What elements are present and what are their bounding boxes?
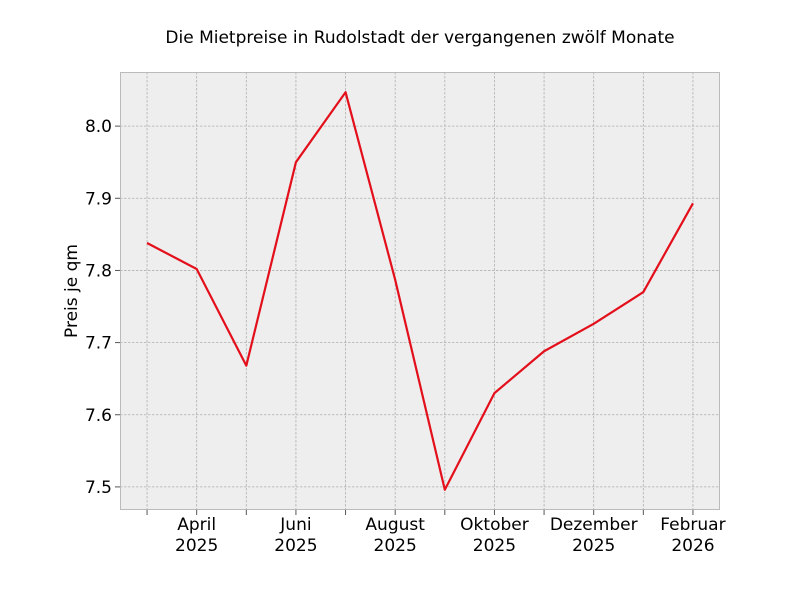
y-axis-label: Preis je qm: [62, 244, 82, 338]
y-tick-label: 7.8: [85, 261, 112, 281]
y-tick-label: 7.6: [85, 406, 112, 426]
chart-title: Die Mietpreise in Rudolstadt der vergang…: [165, 28, 674, 48]
plot-area: [121, 73, 720, 510]
y-tick-label: 7.7: [85, 334, 112, 354]
y-tick-label: 7.9: [85, 189, 112, 209]
y-tick-label: 8.0: [85, 117, 112, 137]
y-tick-label: 7.5: [85, 478, 112, 498]
